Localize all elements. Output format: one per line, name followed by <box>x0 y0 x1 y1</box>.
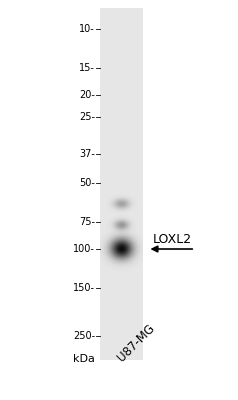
Text: 20-: 20- <box>79 90 95 100</box>
Text: LOXL2: LOXL2 <box>152 233 191 246</box>
Text: 10-: 10- <box>79 24 95 34</box>
Text: 150-: 150- <box>73 283 95 293</box>
Text: kDa: kDa <box>73 354 95 364</box>
Text: 15-: 15- <box>79 63 95 73</box>
Text: 250-: 250- <box>73 332 95 342</box>
Text: 100-: 100- <box>73 244 95 254</box>
Text: 50-: 50- <box>79 178 95 188</box>
Text: 75-: 75- <box>79 216 95 226</box>
Text: U87-MG: U87-MG <box>114 322 157 364</box>
Text: 25-: 25- <box>79 112 95 122</box>
Bar <box>100 8 143 360</box>
Text: 37-: 37- <box>79 149 95 159</box>
